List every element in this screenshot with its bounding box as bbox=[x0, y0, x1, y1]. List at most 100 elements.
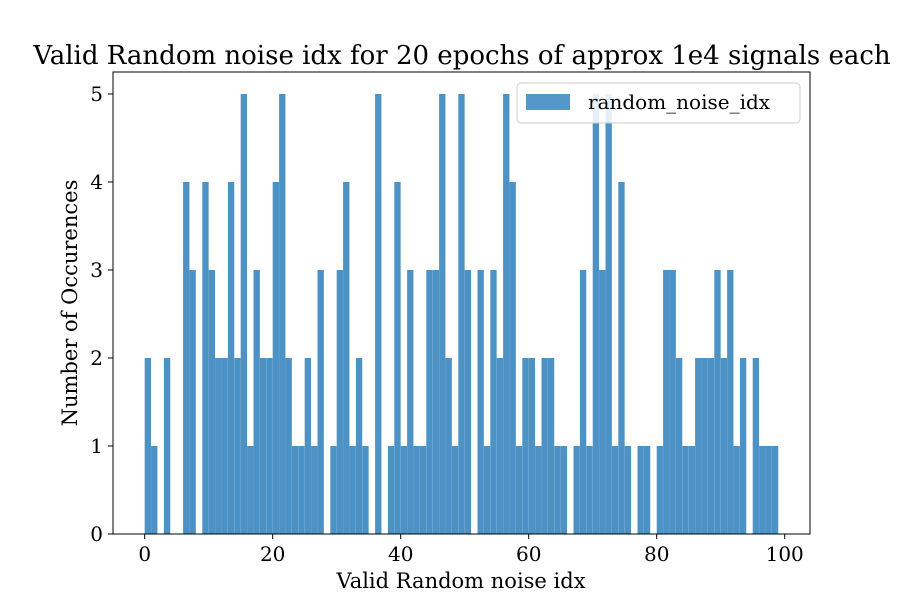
histogram-bar bbox=[695, 358, 702, 534]
histogram-bar bbox=[227, 182, 235, 534]
histogram-bar bbox=[202, 182, 209, 534]
histogram-bar bbox=[618, 182, 625, 534]
histogram-bar bbox=[400, 446, 408, 534]
histogram-bar bbox=[490, 270, 497, 534]
histogram-bar bbox=[407, 270, 414, 534]
histogram-bar bbox=[394, 182, 401, 534]
histogram-bar bbox=[509, 182, 516, 534]
x-axis-label: Valid Random noise idx bbox=[335, 569, 585, 593]
histogram-bar bbox=[464, 270, 472, 534]
histogram-bar bbox=[445, 358, 452, 534]
histogram-bar bbox=[458, 94, 465, 534]
histogram-bar bbox=[144, 358, 152, 534]
histogram-bar bbox=[234, 358, 241, 534]
histogram-bar bbox=[643, 446, 651, 534]
histogram-bar bbox=[515, 446, 523, 534]
histogram-bar bbox=[759, 446, 766, 534]
histogram-bar bbox=[579, 270, 587, 534]
histogram-bar bbox=[592, 94, 600, 534]
x-tick-label: 100 bbox=[766, 542, 804, 566]
histogram-bar bbox=[259, 358, 267, 534]
histogram-bar bbox=[573, 446, 580, 534]
histogram-bar bbox=[163, 358, 171, 534]
histogram-bar bbox=[605, 94, 612, 534]
histogram-bar bbox=[611, 446, 619, 534]
histogram-bar bbox=[669, 270, 676, 534]
histogram-bar bbox=[714, 270, 721, 534]
histogram-bar bbox=[426, 270, 433, 534]
histogram-bar bbox=[733, 446, 740, 534]
histogram-bar bbox=[362, 446, 369, 534]
x-tick-label: 0 bbox=[138, 542, 151, 566]
histogram-bar bbox=[247, 446, 254, 534]
histogram-bar bbox=[413, 446, 420, 534]
histogram-bar bbox=[599, 270, 606, 534]
y-axis: 0 1 2 3 4 5 bbox=[90, 82, 113, 546]
histogram-bar bbox=[483, 446, 491, 534]
histogram-bar bbox=[752, 358, 760, 534]
histogram-bar bbox=[189, 270, 196, 534]
histogram-bar bbox=[701, 358, 708, 534]
histogram-bar bbox=[330, 446, 337, 534]
histogram-bar bbox=[675, 358, 683, 534]
chart-title: Valid Random noise idx for 20 epochs of … bbox=[32, 41, 891, 71]
histogram-bar bbox=[663, 270, 670, 534]
bars-group bbox=[144, 94, 779, 534]
histogram-bar bbox=[432, 270, 440, 534]
y-tick-label: 0 bbox=[90, 522, 103, 546]
histogram-bar bbox=[682, 446, 689, 534]
histogram-bar bbox=[317, 270, 324, 534]
histogram-bar bbox=[279, 94, 286, 534]
x-axis: 0 20 40 60 80 100 bbox=[138, 534, 804, 566]
histogram-bar bbox=[554, 446, 561, 534]
histogram-bar bbox=[343, 182, 350, 534]
legend-swatch bbox=[526, 94, 570, 110]
y-tick-label: 4 bbox=[90, 170, 103, 194]
histogram-bar bbox=[215, 358, 222, 534]
histogram-bar bbox=[355, 358, 363, 534]
histogram-bar bbox=[624, 446, 632, 534]
histogram-bar bbox=[496, 358, 504, 534]
histogram-bar bbox=[240, 94, 248, 534]
histogram-bar bbox=[336, 270, 344, 534]
histogram-bar bbox=[183, 182, 190, 534]
histogram-bar bbox=[586, 446, 593, 534]
histogram-bar bbox=[285, 358, 292, 534]
histogram-bar bbox=[304, 358, 312, 534]
histogram-bar bbox=[298, 446, 305, 534]
y-tick-label: 1 bbox=[90, 434, 103, 458]
histogram-bar bbox=[535, 446, 542, 534]
x-tick-label: 20 bbox=[260, 542, 285, 566]
histogram-bar bbox=[375, 94, 382, 534]
plot-frame bbox=[112, 71, 811, 535]
legend-box bbox=[516, 82, 801, 124]
histogram-bar bbox=[637, 446, 644, 534]
histogram-bar bbox=[688, 446, 696, 534]
x-tick-label: 60 bbox=[516, 542, 541, 566]
histogram-bar bbox=[311, 446, 318, 534]
histogram-bar bbox=[503, 94, 510, 534]
histogram-bar bbox=[208, 270, 216, 534]
histogram-bar bbox=[771, 446, 779, 534]
x-tick-label: 40 bbox=[388, 542, 413, 566]
legend: random_noise_idx bbox=[516, 82, 801, 124]
histogram-bar bbox=[541, 358, 548, 534]
x-tick-label: 80 bbox=[644, 542, 669, 566]
histogram-bar bbox=[547, 358, 555, 534]
histogram-bar bbox=[656, 446, 664, 534]
histogram-bar bbox=[439, 94, 446, 534]
y-tick-label: 5 bbox=[90, 82, 103, 106]
histogram-bar bbox=[253, 270, 260, 534]
histogram-bar bbox=[272, 182, 280, 534]
histogram-bar bbox=[528, 358, 536, 534]
y-tick-label: 3 bbox=[90, 258, 103, 282]
histogram-bar bbox=[560, 446, 568, 534]
histogram-bar bbox=[291, 446, 299, 534]
histogram-bar bbox=[451, 446, 459, 534]
histogram-bar bbox=[387, 446, 395, 534]
histogram-bar bbox=[522, 358, 529, 534]
histogram-bar bbox=[266, 358, 273, 534]
histogram-bar bbox=[707, 358, 715, 534]
histogram-bar bbox=[720, 358, 728, 534]
